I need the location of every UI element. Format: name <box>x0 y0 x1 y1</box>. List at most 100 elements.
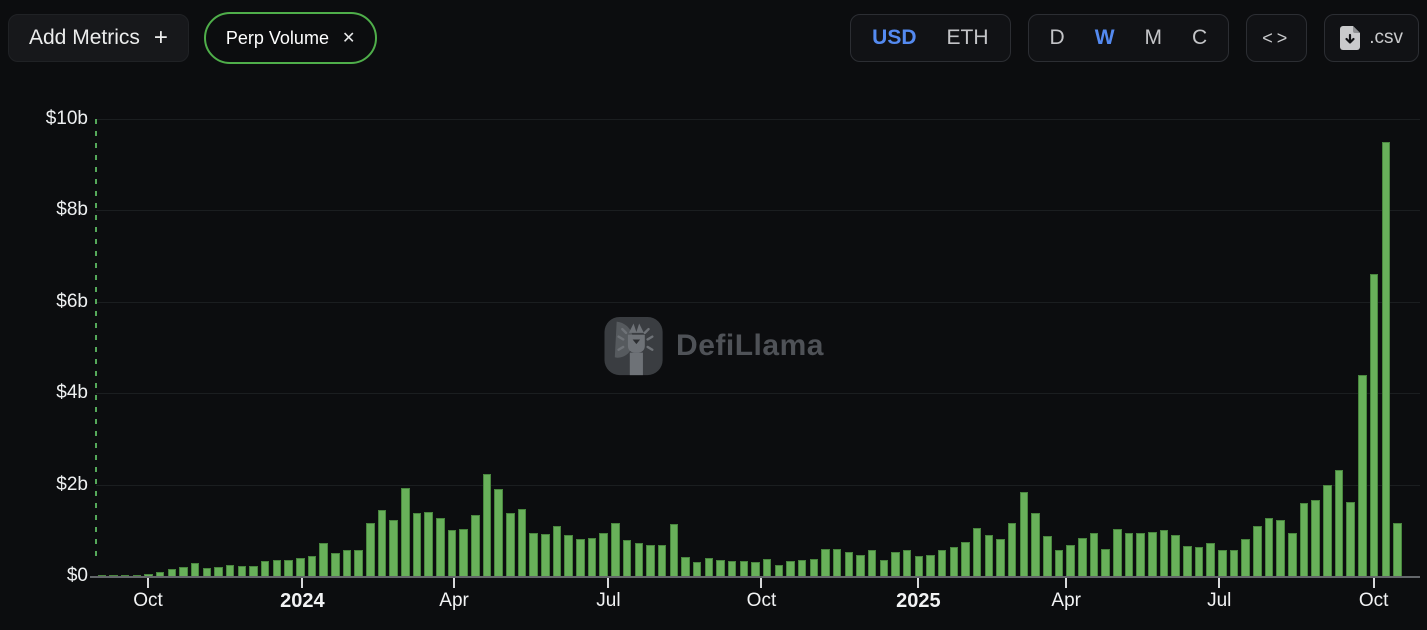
bar[interactable] <box>1358 374 1367 576</box>
bar[interactable] <box>1288 532 1297 576</box>
bar[interactable] <box>692 561 702 576</box>
bar[interactable] <box>552 526 562 576</box>
bar[interactable] <box>284 560 293 576</box>
bar[interactable] <box>996 539 1005 576</box>
bar[interactable] <box>1323 485 1332 576</box>
bar[interactable] <box>646 544 655 576</box>
bar[interactable] <box>1369 274 1379 576</box>
bar[interactable] <box>1381 141 1390 576</box>
add-metrics-button[interactable]: Add Metrics + <box>8 14 189 62</box>
bar[interactable] <box>1101 548 1110 576</box>
bar[interactable] <box>844 552 854 576</box>
bar[interactable] <box>797 559 807 576</box>
bar[interactable] <box>225 564 235 576</box>
bar[interactable] <box>471 515 480 576</box>
bar[interactable] <box>716 559 725 576</box>
metric-pill-perp-volume[interactable]: Perp Volume ✕ <box>203 12 378 64</box>
bar[interactable] <box>622 540 632 576</box>
bar[interactable] <box>436 518 445 576</box>
bar[interactable] <box>1253 526 1262 576</box>
bar[interactable] <box>517 508 527 576</box>
bar[interactable] <box>891 551 900 576</box>
bar[interactable] <box>144 574 153 576</box>
bar[interactable] <box>1113 529 1122 576</box>
bar[interactable] <box>634 542 643 576</box>
bar[interactable] <box>926 555 935 576</box>
bar[interactable] <box>261 560 270 576</box>
bar[interactable] <box>564 535 573 576</box>
bar[interactable] <box>109 575 118 576</box>
bar[interactable] <box>1066 544 1075 576</box>
bar[interactable] <box>1194 546 1204 576</box>
bar[interactable] <box>342 550 352 576</box>
bar[interactable] <box>657 544 667 576</box>
interval-option-daily[interactable]: D <box>1035 15 1080 61</box>
bar[interactable] <box>1159 530 1169 576</box>
bar[interactable] <box>762 558 772 576</box>
bar[interactable] <box>1264 517 1274 576</box>
interval-option-cumulative[interactable]: C <box>1177 15 1222 61</box>
bar[interactable] <box>296 557 305 576</box>
bar[interactable] <box>401 488 410 576</box>
bar[interactable] <box>1346 502 1355 576</box>
bar[interactable] <box>1206 542 1215 576</box>
bar[interactable] <box>307 555 317 576</box>
bar[interactable] <box>132 574 142 576</box>
bar[interactable] <box>494 488 503 576</box>
bar[interactable] <box>1299 502 1309 576</box>
csv-download-button[interactable]: .csv <box>1324 14 1419 62</box>
bar[interactable] <box>867 550 877 576</box>
bar[interactable] <box>937 549 947 576</box>
bar[interactable] <box>1241 539 1250 576</box>
bar[interactable] <box>576 539 585 576</box>
bar[interactable] <box>155 571 165 576</box>
bar[interactable] <box>541 534 550 576</box>
bar[interactable] <box>190 563 200 576</box>
bar[interactable] <box>821 548 830 576</box>
bar[interactable] <box>1171 535 1180 576</box>
bar[interactable] <box>1031 512 1040 576</box>
bar[interactable] <box>961 542 970 576</box>
bar[interactable] <box>1089 533 1099 576</box>
bar[interactable] <box>786 560 795 576</box>
embed-button[interactable]: <> <box>1246 14 1308 62</box>
bar[interactable] <box>1008 523 1017 576</box>
bar[interactable] <box>704 558 714 576</box>
bar[interactable] <box>482 473 492 576</box>
bar[interactable] <box>331 553 340 576</box>
currency-option-usd[interactable]: USD <box>857 15 931 61</box>
bar[interactable] <box>214 566 223 576</box>
interval-option-weekly[interactable]: W <box>1080 15 1130 61</box>
bar[interactable] <box>1043 536 1052 576</box>
currency-option-eth[interactable]: ETH <box>932 15 1004 61</box>
bar[interactable] <box>319 542 328 576</box>
bar[interactable] <box>1183 546 1192 576</box>
bar[interactable] <box>879 560 889 576</box>
bar[interactable] <box>459 529 468 576</box>
bar[interactable] <box>611 523 620 576</box>
bar[interactable] <box>949 547 959 576</box>
bar[interactable] <box>984 535 994 576</box>
bar[interactable] <box>1019 492 1029 576</box>
bar[interactable] <box>249 565 258 576</box>
bar[interactable] <box>1136 532 1145 576</box>
bar[interactable] <box>354 549 363 576</box>
bar[interactable] <box>377 509 387 576</box>
bar[interactable] <box>1054 549 1064 576</box>
bar[interactable] <box>389 520 398 576</box>
interval-option-monthly[interactable]: M <box>1130 15 1178 61</box>
bar[interactable] <box>1229 549 1239 576</box>
bar[interactable] <box>97 575 107 576</box>
bar[interactable] <box>1218 550 1227 576</box>
bar[interactable] <box>272 560 282 576</box>
bar[interactable] <box>366 523 375 576</box>
bar[interactable] <box>179 566 188 576</box>
bar[interactable] <box>424 512 433 576</box>
bar[interactable] <box>1311 500 1320 576</box>
bar[interactable] <box>832 548 842 576</box>
bar[interactable] <box>1078 538 1087 576</box>
bar[interactable] <box>681 556 690 576</box>
bar[interactable] <box>1334 469 1344 576</box>
bar[interactable] <box>167 569 177 576</box>
bar[interactable] <box>1276 520 1285 576</box>
